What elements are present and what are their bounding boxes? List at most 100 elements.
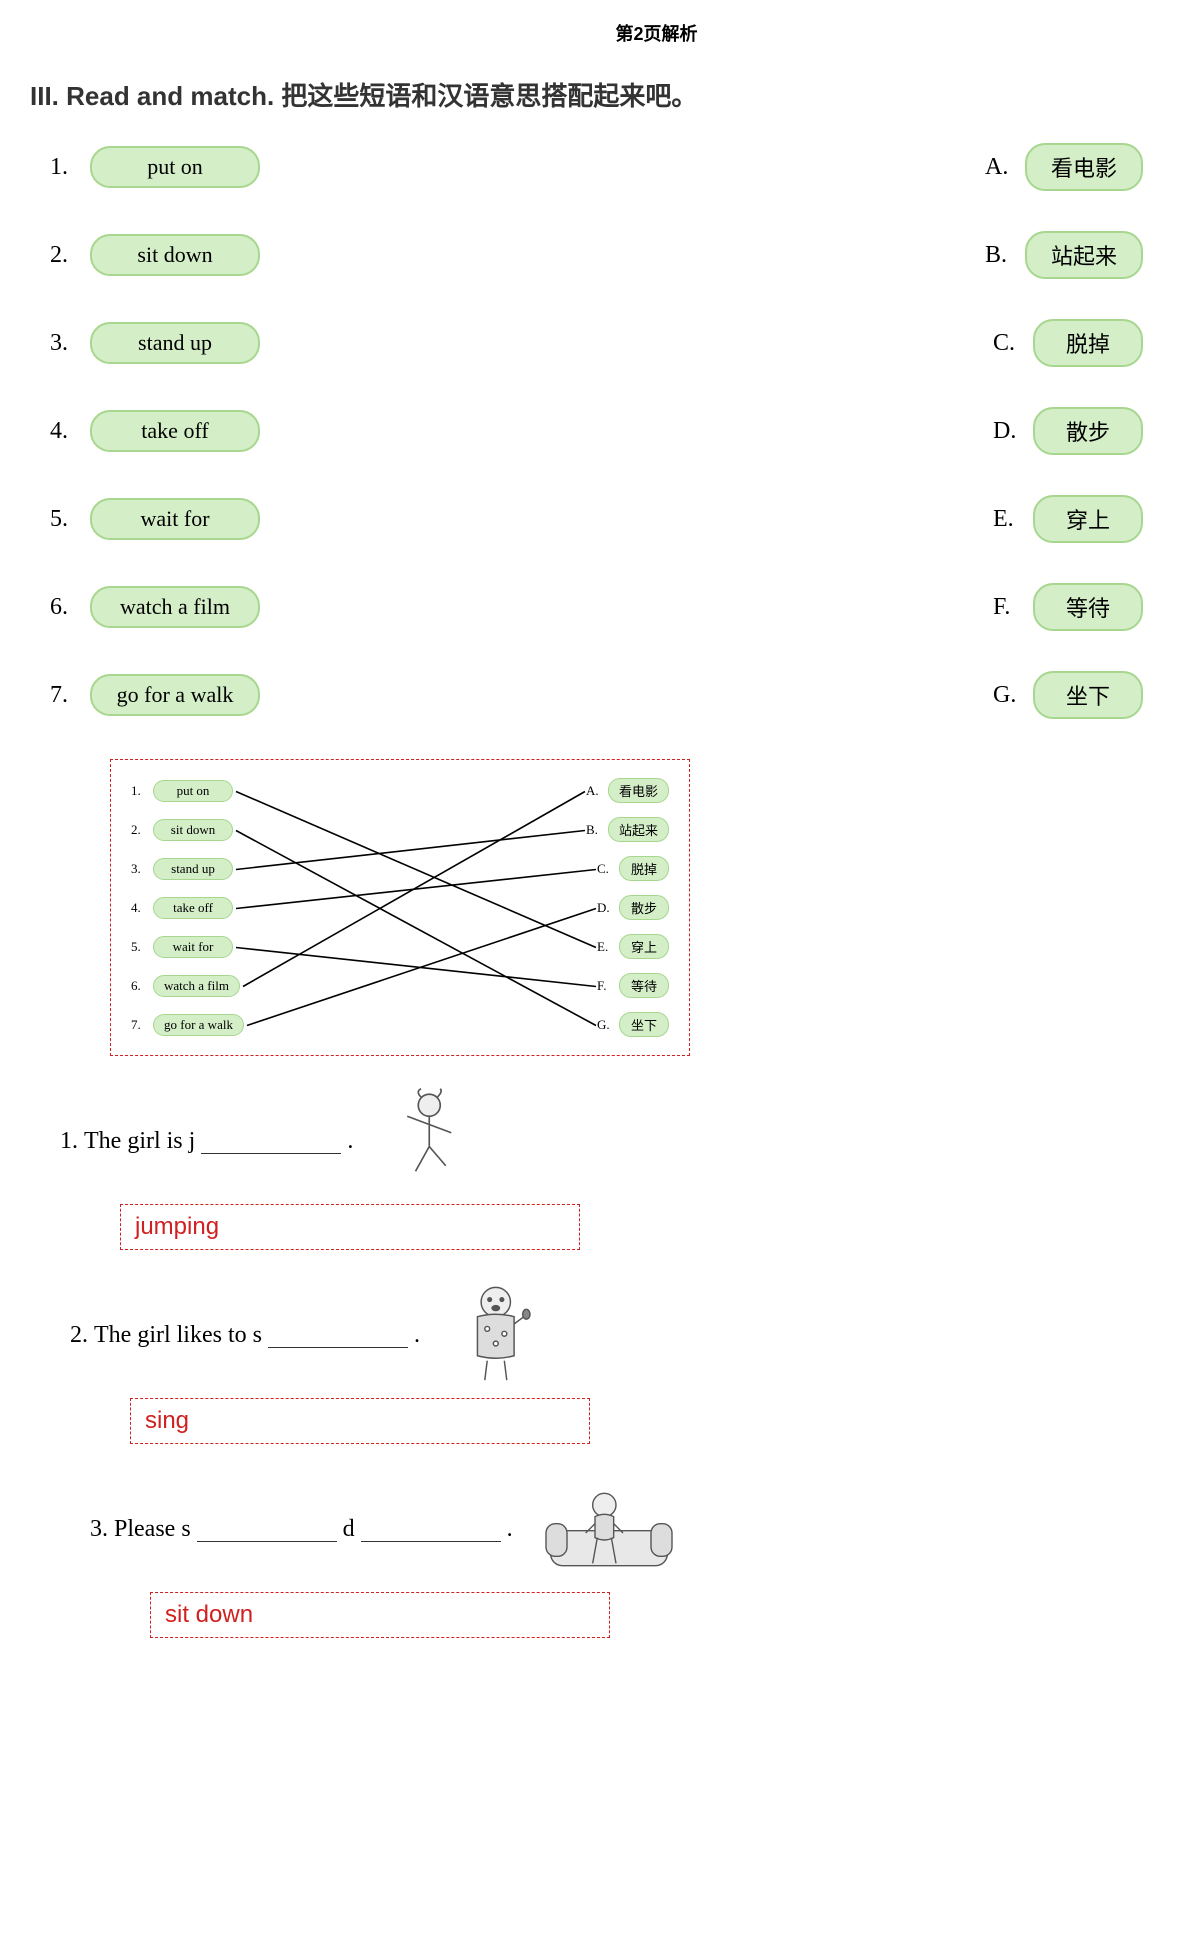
chinese-pill[interactable]: 坐下 — [1033, 671, 1143, 719]
match-letter: C. — [993, 330, 1021, 357]
answer-key-diagram: 1.put on A.看电影 2.sit down B.站起来 3.stand … — [110, 759, 690, 1056]
ans-en-pill: wait for — [153, 936, 233, 958]
ans-left-item: 7. go for a walk — [131, 1014, 244, 1036]
match-row: 1. put on A. 看电影 — [50, 143, 1143, 191]
chinese-pill[interactable]: 脱掉 — [1033, 319, 1143, 367]
match-left-item: 7. go for a walk — [50, 674, 260, 716]
match-letter: G. — [993, 682, 1021, 709]
english-pill[interactable]: stand up — [90, 322, 260, 364]
ans-row: 5. wait for E.穿上 — [131, 934, 669, 959]
match-row: 7. go for a walk G. 坐下 — [50, 671, 1143, 719]
match-left-item: 3. stand up — [50, 322, 260, 364]
fill-blank[interactable] — [361, 1516, 501, 1542]
fill-blank[interactable] — [197, 1516, 337, 1542]
ans-en-pill: watch a film — [153, 975, 240, 997]
english-pill[interactable]: watch a film — [90, 586, 260, 628]
fill-blank[interactable] — [201, 1128, 341, 1154]
match-row: 4. take off D. 散步 — [50, 407, 1143, 455]
ans-cn-pill: 站起来 — [608, 817, 669, 842]
ans-num: 6. — [131, 978, 147, 994]
match-left-item: 1. put on — [50, 146, 260, 188]
fill-answer-box: jumping — [120, 1204, 580, 1250]
fill-sentence: 3. Please s d. — [90, 1474, 1163, 1584]
fill-answer-box: sing — [130, 1398, 590, 1444]
fill-exercise-3: 3. Please s d. sit down — [90, 1474, 1163, 1638]
ans-letter: G. — [597, 1017, 613, 1033]
ans-letter: E. — [597, 939, 613, 955]
match-left-item: 5. wait for — [50, 498, 260, 540]
match-row: 2. sit down B. 站起来 — [50, 231, 1143, 279]
chinese-pill[interactable]: 站起来 — [1025, 231, 1143, 279]
fill-blank[interactable] — [268, 1322, 408, 1348]
english-pill[interactable]: sit down — [90, 234, 260, 276]
chinese-pill[interactable]: 看电影 — [1025, 143, 1143, 191]
ans-en-pill: put on — [153, 780, 233, 802]
ans-left-item: 1. put on — [131, 780, 233, 802]
ans-num: 5. — [131, 939, 147, 955]
fill-answer-box: sit down — [150, 1592, 610, 1638]
match-right-item: G. 坐下 — [993, 671, 1143, 719]
match-right-item: F. 等待 — [993, 583, 1143, 631]
ans-en-pill: go for a walk — [153, 1014, 244, 1036]
match-right-item: C. 脱掉 — [993, 319, 1143, 367]
ans-num: 1. — [131, 783, 147, 799]
ans-right-item: F.等待 — [597, 973, 669, 998]
ans-letter: B. — [586, 822, 602, 838]
ans-letter: C. — [597, 861, 613, 877]
fill-sentence: 2. The girl likes to s. — [70, 1280, 1163, 1390]
chinese-pill[interactable]: 等待 — [1033, 583, 1143, 631]
ans-row: 6. watch a film F.等待 — [131, 973, 669, 998]
ans-left-item: 4.take off — [131, 897, 233, 919]
match-right-item: A. 看电影 — [985, 143, 1143, 191]
english-pill[interactable]: put on — [90, 146, 260, 188]
english-pill[interactable]: go for a walk — [90, 674, 260, 716]
english-pill[interactable]: take off — [90, 410, 260, 452]
fill-suffix: . — [347, 1128, 353, 1155]
ans-num: 2. — [131, 822, 147, 838]
match-right-item: B. 站起来 — [985, 231, 1143, 279]
ans-num: 7. — [131, 1017, 147, 1033]
ans-left-item: 6. watch a film — [131, 975, 240, 997]
match-exercise: 1. put on A. 看电影 2. sit down B. 站起来 3. s… — [30, 143, 1163, 719]
ans-cn-pill: 脱掉 — [619, 856, 669, 881]
ans-letter: D. — [597, 900, 613, 916]
english-pill[interactable]: wait for — [90, 498, 260, 540]
ans-cn-pill: 散步 — [619, 895, 669, 920]
match-row: 5. wait for E. 穿上 — [50, 495, 1143, 543]
girl-jumping-icon — [379, 1086, 479, 1196]
match-row: 6. watch a film F. 等待 — [50, 583, 1143, 631]
ans-letter: A. — [586, 783, 602, 799]
fill-sentence: 1. The girl is j. — [60, 1086, 1163, 1196]
ans-cn-pill: 看电影 — [608, 778, 669, 803]
ans-en-pill: take off — [153, 897, 233, 919]
match-left-item: 6. watch a film — [50, 586, 260, 628]
match-right-item: E. 穿上 — [993, 495, 1143, 543]
match-letter: E. — [993, 506, 1021, 533]
fill-num: 3. — [90, 1516, 108, 1543]
match-right-item: D. 散步 — [993, 407, 1143, 455]
ans-cn-pill: 等待 — [619, 973, 669, 998]
fill-exercise-1: 1. The girl is j. jumping — [60, 1086, 1163, 1250]
ans-row: 2.sit down B. 站起来 — [131, 817, 669, 842]
fill-exercise-2: 2. The girl likes to s. sing — [70, 1280, 1163, 1444]
ans-cn-pill: 坐下 — [619, 1012, 669, 1037]
fill-suffix: . — [507, 1516, 513, 1543]
worksheet-page: 第2页解析 III. Read and match. 把这些短语和汉语意思搭配起… — [0, 0, 1193, 1728]
ans-left-item: 2.sit down — [131, 819, 233, 841]
ans-right-item: C. 脱掉 — [597, 856, 669, 881]
match-num: 4. — [50, 418, 78, 445]
ans-right-item: B. 站起来 — [586, 817, 669, 842]
match-num: 3. — [50, 330, 78, 357]
match-row: 3. stand up C. 脱掉 — [50, 319, 1143, 367]
girl-singing-icon — [446, 1280, 546, 1390]
ans-right-item: D. 散步 — [597, 895, 669, 920]
ans-left-item: 5. wait for — [131, 936, 233, 958]
ans-right-item: E.穿上 — [597, 934, 669, 959]
fill-prefix: The girl is j — [84, 1128, 195, 1155]
chinese-pill[interactable]: 穿上 — [1033, 495, 1143, 543]
fill-num: 2. — [70, 1322, 88, 1349]
chinese-pill[interactable]: 散步 — [1033, 407, 1143, 455]
match-num: 7. — [50, 682, 78, 709]
match-num: 1. — [50, 154, 78, 181]
ans-row: 7. go for a walk G. 坐下 — [131, 1012, 669, 1037]
